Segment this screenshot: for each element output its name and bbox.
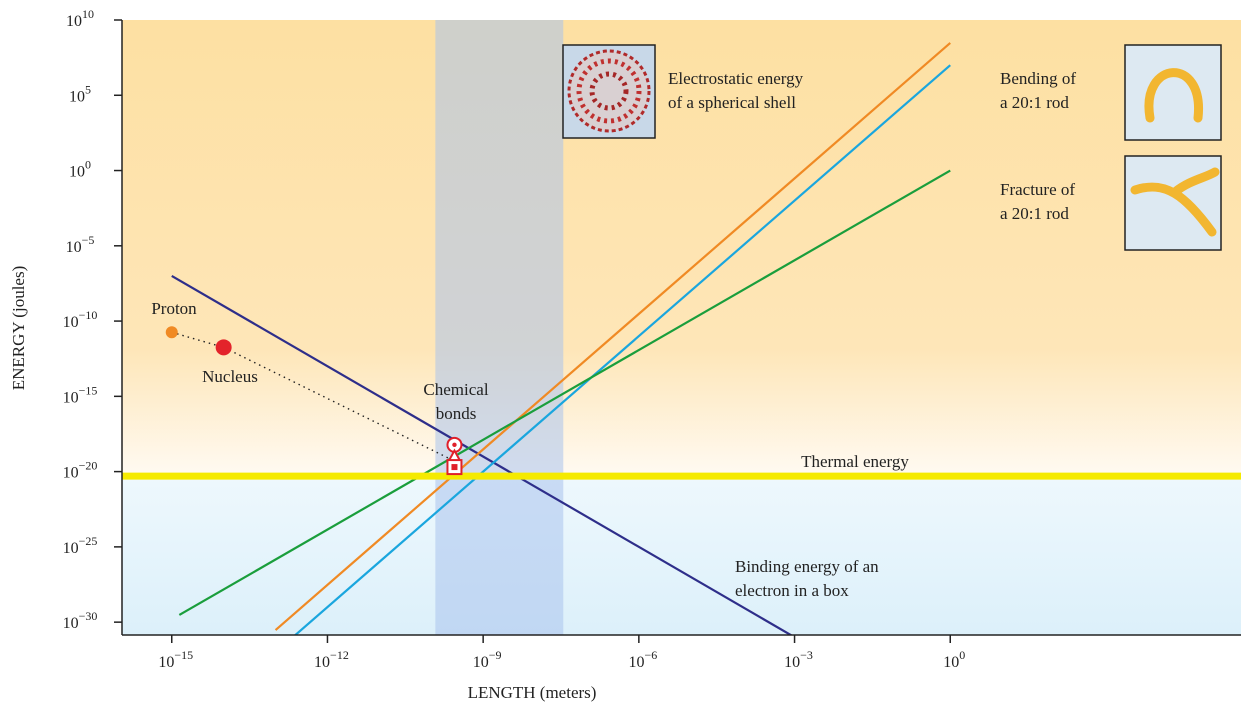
sphere-pattern [576, 58, 642, 124]
rod-image [1124, 44, 1222, 141]
x-axis-title: LENGTH (meters) [468, 683, 597, 702]
illustrations [562, 44, 1222, 251]
x-tick-label: 10−12 [314, 648, 349, 671]
series-line [171, 274, 793, 635]
series-label: electron in a box [735, 581, 849, 600]
point-label: Proton [151, 299, 197, 318]
y-tick-label: 10−30 [63, 609, 98, 632]
band-label: Chemical [423, 380, 488, 399]
series-label: Fracture of [1000, 180, 1075, 199]
y-tick-label: 10−5 [66, 233, 95, 256]
x-tick-label: 10−6 [628, 648, 657, 671]
chemical-band [435, 20, 564, 635]
series-label: Binding energy of an [735, 557, 879, 576]
bent-rod [1144, 68, 1203, 123]
y-tick-label: 10−20 [63, 458, 98, 481]
thermal-label: Thermal energy [801, 452, 909, 471]
sphere-pattern [589, 71, 629, 111]
y-tick-label: 1010 [66, 7, 94, 30]
series-label: Bending of [1000, 69, 1076, 88]
series-line [293, 64, 951, 635]
y-tick-label: 100 [69, 157, 91, 180]
warm-region [122, 20, 1241, 477]
y-axis-title: ENERGY (joules) [9, 266, 28, 391]
trend-line [171, 331, 455, 462]
y-tick-label: 105 [69, 82, 91, 105]
point [215, 339, 232, 356]
y-tick-label: 10−15 [63, 383, 98, 406]
fractured-rod [1130, 167, 1220, 237]
series-line [178, 169, 951, 616]
y-tick-label: 10−25 [63, 534, 98, 557]
series-label: a 20:1 rod [1000, 93, 1069, 112]
series-label: Electrostatic energy [668, 69, 804, 88]
series-label: a 20:1 rod [1000, 204, 1069, 223]
x-tick-label: 10−15 [158, 648, 193, 671]
band-label: bonds [436, 404, 477, 423]
cool-region [122, 476, 1241, 635]
bond-marker-dot [452, 442, 457, 448]
point [165, 326, 178, 339]
y-tick-label: 10−10 [63, 308, 98, 331]
bond-marker-dot [451, 464, 458, 471]
series-label: of a spherical shell [668, 93, 796, 112]
rod-image [1124, 155, 1222, 251]
series-line [274, 42, 951, 631]
point-label: Nucleus [202, 367, 258, 386]
x-tick-label: 100 [943, 648, 965, 671]
x-tick-label: 10−9 [473, 648, 502, 671]
x-tick-label: 10−3 [784, 648, 813, 671]
